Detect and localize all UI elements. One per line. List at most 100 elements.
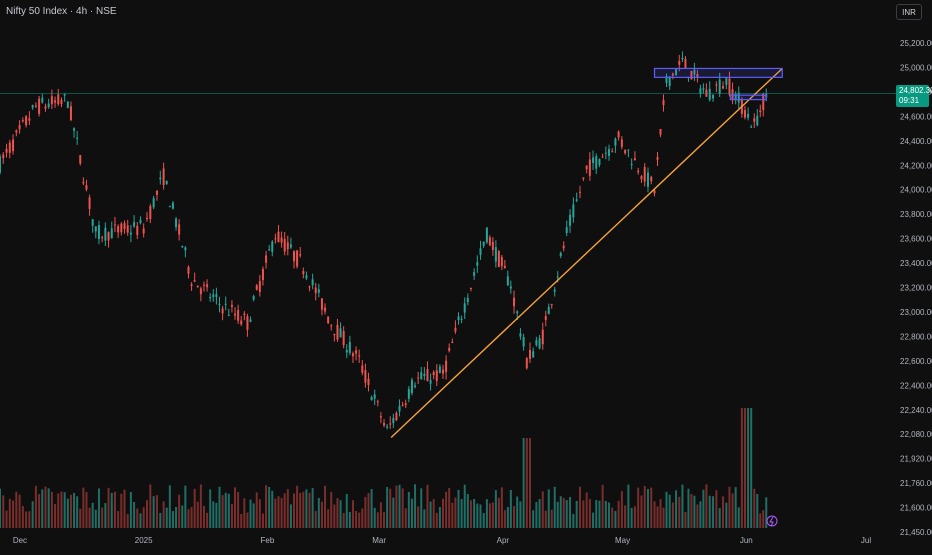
candle-body [258, 281, 261, 292]
candle-body [506, 276, 509, 286]
candle-body [469, 288, 472, 290]
candle-body [522, 337, 525, 347]
volume-bar [494, 490, 497, 528]
volume-bar [370, 488, 373, 528]
candle-body [608, 148, 611, 156]
volume-bar [718, 508, 721, 528]
candle-body [414, 385, 417, 387]
candle-body [575, 199, 578, 201]
candle-body [97, 225, 100, 239]
candle-body [187, 266, 190, 274]
volume-bar [426, 484, 429, 528]
candle-body [155, 190, 158, 195]
candle-body [678, 61, 681, 65]
candle-body [8, 142, 11, 153]
candle-body [643, 167, 646, 182]
volume-bar [463, 484, 466, 528]
volume-bar [737, 507, 740, 528]
volume-bar [311, 488, 314, 528]
y-tick-label: 25,200.00 [900, 39, 932, 48]
y-tick-label: 25,000.00 [900, 63, 932, 72]
candle-body [351, 353, 354, 357]
volume-bar [345, 494, 348, 528]
candle-body [513, 297, 516, 307]
candle-body [417, 377, 420, 379]
candle-body [601, 156, 604, 158]
candle-body [215, 294, 218, 297]
drawings [0, 67, 896, 527]
candle-body [463, 303, 466, 313]
volume-bar [681, 484, 684, 528]
volume-bar [532, 510, 535, 528]
candle-body [224, 303, 227, 305]
last-price-value: 24,802.30 [899, 86, 932, 95]
volume-bar [175, 506, 178, 528]
volume-bar [614, 510, 617, 528]
candle-body [725, 78, 728, 85]
volume-bar [348, 511, 351, 528]
volume-bar [280, 497, 283, 528]
candle-body [184, 247, 187, 251]
candle-body [445, 360, 448, 373]
volume-bar [123, 489, 126, 528]
volume-bar [708, 495, 711, 528]
volume-bar [107, 487, 110, 528]
candle-body [85, 185, 88, 190]
volume-bar [417, 506, 420, 528]
volume-bar [320, 501, 323, 528]
candle-body [311, 279, 314, 286]
x-tick-label: Dec [13, 536, 27, 545]
volume-bar [620, 491, 623, 528]
candle-body [142, 228, 145, 234]
volume-bar [243, 498, 246, 528]
volume-bar [743, 408, 746, 528]
volume-bar [136, 508, 139, 528]
candle-body [696, 74, 699, 78]
candle-body [538, 338, 541, 349]
volume-bar [162, 501, 165, 528]
volume-bar [283, 493, 286, 528]
volume-bar [734, 487, 737, 528]
candle-body [690, 70, 693, 80]
candle-body [373, 394, 376, 399]
candle-body [485, 227, 488, 243]
volume-bar [31, 501, 34, 528]
volume-bar [550, 509, 553, 528]
volume-bar [565, 500, 568, 528]
candle-body [684, 58, 687, 69]
candle-body [117, 226, 120, 233]
volume-bar [604, 500, 607, 528]
volume-bar [601, 484, 604, 528]
volume-bar [662, 507, 665, 528]
volume-bar [339, 500, 342, 528]
volume-bar [544, 510, 547, 528]
currency-button[interactable]: INR [896, 4, 922, 20]
candle-body [488, 237, 491, 246]
candle-body [101, 237, 104, 239]
candle-body [209, 297, 212, 299]
candle-body [598, 159, 601, 165]
candle-body [367, 378, 370, 386]
candle-body [107, 232, 110, 241]
volume-bar [268, 486, 271, 528]
volume-bar [715, 490, 718, 528]
volume-bar [725, 502, 728, 528]
volume-bar [18, 494, 21, 528]
candle-body [149, 206, 152, 219]
volume-bar [572, 513, 575, 528]
candle-body [234, 313, 237, 316]
candle-body [330, 325, 333, 327]
volume-bar [592, 512, 595, 528]
candle-body [565, 227, 568, 233]
candle-body [762, 93, 765, 110]
volume-bar [414, 484, 417, 528]
volume-bar [395, 485, 398, 528]
candle-body [271, 241, 274, 252]
candle-body [562, 245, 565, 249]
candle-body [345, 349, 348, 353]
candle-body [12, 139, 15, 152]
candle-body [633, 158, 636, 161]
volume-bar [630, 507, 633, 528]
